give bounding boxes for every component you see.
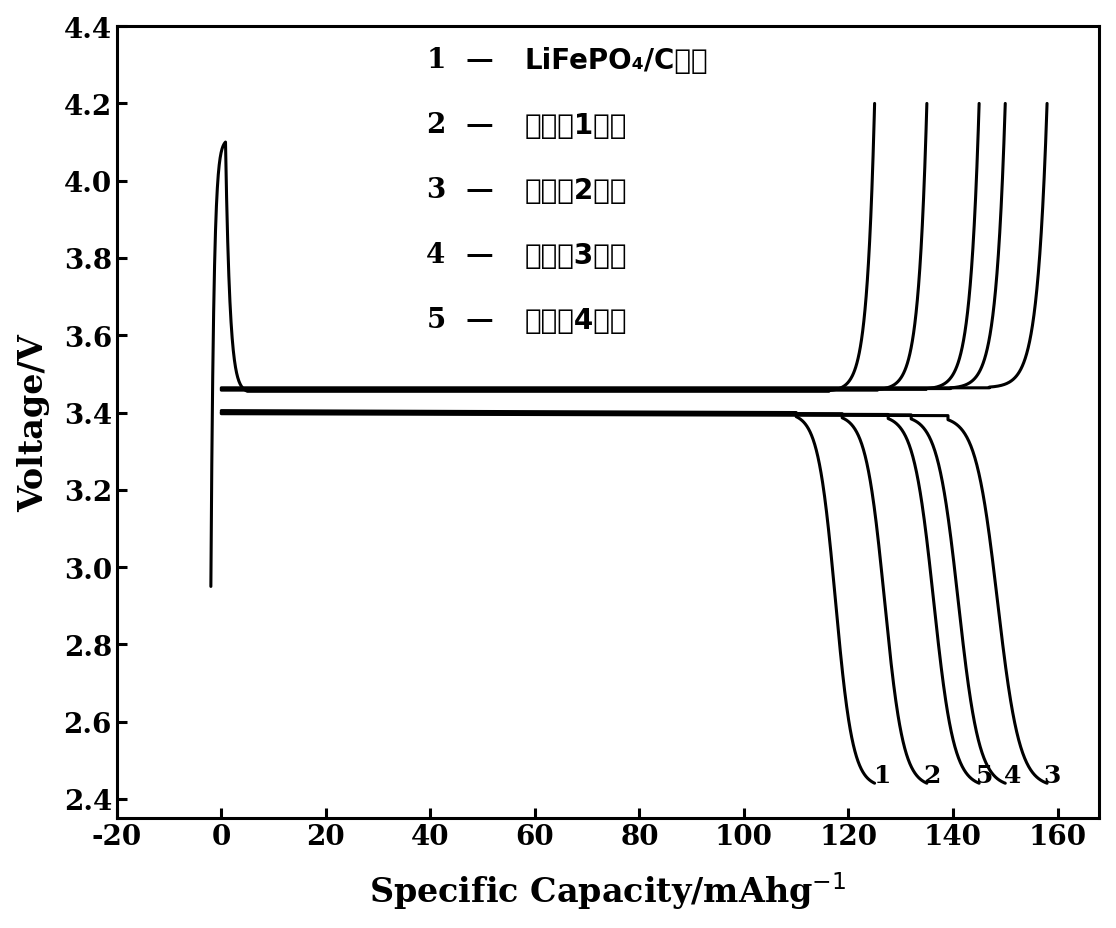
Text: 3: 3 xyxy=(1043,764,1061,788)
Text: 实施例3产物: 实施例3产物 xyxy=(525,241,627,269)
Text: 3: 3 xyxy=(426,176,445,203)
Text: 2: 2 xyxy=(426,111,445,139)
X-axis label: Specific Capacity/mAhg$^{-1}$: Specific Capacity/mAhg$^{-1}$ xyxy=(369,870,847,911)
Text: 2: 2 xyxy=(923,764,941,788)
Text: 4: 4 xyxy=(1004,764,1022,788)
Text: 实施例4产物: 实施例4产物 xyxy=(525,306,627,334)
Text: LiFePO₄/C材料: LiFePO₄/C材料 xyxy=(525,47,709,75)
Text: —: — xyxy=(465,111,493,139)
Text: —: — xyxy=(465,47,493,74)
Text: 5: 5 xyxy=(426,306,445,333)
Text: 1: 1 xyxy=(426,47,445,74)
Text: 4: 4 xyxy=(426,241,445,268)
Text: —: — xyxy=(465,306,493,333)
Y-axis label: Voltage/V: Voltage/V xyxy=(17,334,50,511)
Text: 实施例2产物: 实施例2产物 xyxy=(525,176,627,205)
Text: —: — xyxy=(465,241,493,268)
Text: 1: 1 xyxy=(874,764,892,788)
Text: —: — xyxy=(465,176,493,203)
Text: 5: 5 xyxy=(975,764,993,788)
Text: 实施例1产物: 实施例1产物 xyxy=(525,111,627,140)
